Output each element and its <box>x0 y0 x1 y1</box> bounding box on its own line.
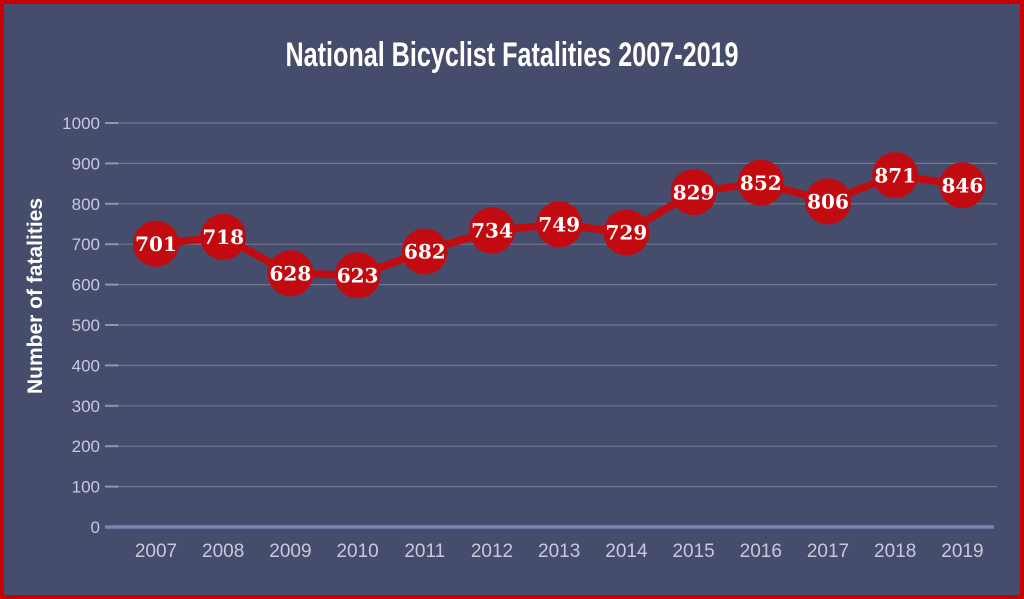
data-point-marker <box>133 220 179 267</box>
data-point-label: 829 <box>673 180 715 204</box>
y-tick-label: 100 <box>72 478 100 497</box>
data-point-marker <box>267 250 314 297</box>
data-point-label: 682 <box>404 240 446 264</box>
data-point-label: 806 <box>807 190 849 214</box>
x-tick-label: 2016 <box>740 541 782 562</box>
y-tick-label: 800 <box>72 195 100 214</box>
data-point-marker <box>536 201 583 248</box>
data-point-marker <box>401 228 448 275</box>
y-tick-label: 200 <box>72 437 100 456</box>
data-point-marker <box>872 152 919 199</box>
y-tick-label: 300 <box>72 397 100 416</box>
y-tick-label: 700 <box>72 235 100 254</box>
data-point-label: 729 <box>606 221 648 245</box>
x-tick-label: 2018 <box>874 541 916 562</box>
data-point-label: 718 <box>202 225 244 249</box>
data-point-marker <box>939 162 986 209</box>
x-tick-label: 2009 <box>269 541 311 562</box>
data-point-marker <box>737 159 784 206</box>
x-tick-label: 2007 <box>135 541 177 562</box>
data-point-marker <box>670 169 717 216</box>
data-point-marker <box>603 209 650 256</box>
data-point-label: 846 <box>942 173 984 197</box>
x-tick-label: 2008 <box>202 541 244 562</box>
data-point-label: 628 <box>270 261 312 285</box>
line-chart: 0 100 200 300 400 500 600 700 800 900 1000 2007 2008… <box>62 114 997 562</box>
data-point-label: 701 <box>135 232 177 256</box>
data-point-marker <box>469 207 515 254</box>
chart-title: National Bicyclist Fatalities 2007-2019 <box>285 36 739 74</box>
x-tick-label: 2013 <box>538 541 580 562</box>
x-tick-label: 2014 <box>605 541 648 562</box>
y-tick-label: 500 <box>72 316 100 335</box>
x-tick-label: 2017 <box>807 541 849 562</box>
data-point-marker <box>805 178 851 225</box>
x-tick-label: 2010 <box>336 541 378 562</box>
y-tick-label: 600 <box>72 276 100 295</box>
data-point-marker <box>334 252 381 299</box>
x-tick-label: 2012 <box>471 541 513 562</box>
data-point-label: 623 <box>337 264 379 288</box>
y-tick-label: 400 <box>72 356 100 375</box>
data-point-label: 749 <box>538 213 580 237</box>
data-point-marker <box>200 213 247 260</box>
y-tick-label: 0 <box>91 518 100 537</box>
y-tick-label: 1000 <box>62 114 100 133</box>
x-tick-label: 2011 <box>404 541 445 562</box>
y-tick-label: 900 <box>72 154 100 173</box>
x-tick-label: 2019 <box>941 541 983 562</box>
x-tick-label: 2015 <box>672 541 714 562</box>
data-point-label: 734 <box>471 219 513 243</box>
data-point-label: 852 <box>740 171 782 195</box>
data-point-label: 871 <box>874 163 916 187</box>
